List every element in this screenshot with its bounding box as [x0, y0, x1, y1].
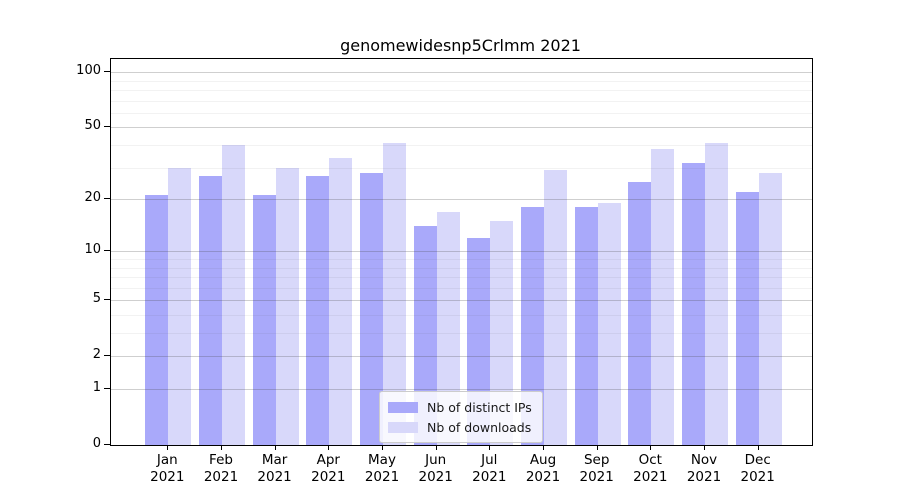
legend-swatch-distinct-ips	[388, 401, 418, 413]
grid-minor-line	[111, 267, 812, 269]
grid-minor-line	[111, 259, 812, 260]
y-tick-mark	[104, 299, 110, 301]
x-tick-label: Mar 2021	[257, 452, 292, 485]
grid-major-line	[111, 389, 812, 390]
x-tick-mark	[704, 445, 705, 450]
bar-distinct-ips	[682, 162, 705, 445]
bar-distinct-ips	[306, 175, 330, 445]
grid-minor-line	[111, 100, 812, 102]
grid-minor-line	[111, 90, 812, 92]
bar-distinct-ips	[252, 195, 276, 445]
x-tick-mark	[382, 445, 383, 450]
bar-downloads	[275, 167, 299, 445]
x-tick-label: Oct 2021	[633, 452, 668, 485]
y-tick-label: 100	[76, 63, 101, 79]
x-tick-mark	[757, 445, 759, 450]
bar-downloads	[383, 143, 406, 445]
y-tick-mark	[104, 71, 110, 73]
grid-minor-line	[111, 277, 812, 278]
bar-distinct-ips	[521, 207, 544, 445]
x-tick-label: Jan 2021	[150, 452, 185, 485]
y-tick-label: 2	[92, 347, 101, 363]
y-tick-label: 0	[92, 436, 101, 451]
grid-major-line	[111, 356, 812, 358]
x-tick-label: May 2021	[364, 452, 400, 485]
y-tick-mark	[104, 250, 110, 252]
bar-distinct-ips	[735, 191, 759, 445]
grid-major-line	[111, 72, 812, 74]
bar-distinct-ips	[628, 181, 652, 445]
x-tick-mark	[274, 445, 276, 450]
grid-minor-line	[111, 315, 812, 316]
x-tick-label: Aug 2021	[525, 452, 561, 485]
bar-downloads	[544, 170, 567, 445]
y-tick-label: 50	[84, 118, 101, 134]
y-tick-label: 20	[84, 190, 101, 206]
x-tick-label: Nov 2021	[686, 452, 722, 485]
y-tick-label: 10	[84, 242, 101, 258]
legend-label-distinct-ips: Nb of distinct IPs	[427, 399, 532, 415]
grid-minor-line	[111, 145, 812, 147]
x-tick-mark	[221, 445, 222, 450]
x-tick-label: Jun 2021	[418, 452, 453, 485]
grid-major-line	[111, 127, 812, 129]
x-tick-mark	[167, 445, 169, 450]
y-tick-mark	[104, 388, 110, 389]
y-tick-label: 5	[92, 291, 101, 307]
x-tick-label: Sep 2021	[579, 452, 614, 485]
x-tick-label: Feb 2021	[203, 452, 239, 485]
bar-downloads	[758, 173, 782, 445]
chart-title: genomewidesnp5Crlmm 2021	[340, 36, 581, 55]
legend: Nb of distinct IPs Nb of downloads	[379, 391, 543, 443]
legend-item-distinct-ips: Nb of distinct IPs	[388, 397, 532, 417]
plot-area: Nb of distinct IPs Nb of downloads	[110, 58, 813, 446]
bar-distinct-ips	[360, 173, 383, 445]
bar-downloads	[329, 157, 353, 445]
bar-downloads	[436, 211, 460, 445]
bar-downloads	[597, 203, 621, 445]
x-tick-mark	[435, 445, 437, 450]
grid-minor-line	[111, 287, 812, 289]
bar-distinct-ips	[413, 226, 437, 445]
grid-minor-line	[111, 113, 812, 114]
bar-downloads	[222, 145, 245, 445]
bar-downloads	[651, 149, 675, 445]
y-tick-mark	[104, 126, 110, 128]
grid-minor-line	[111, 167, 812, 169]
x-tick-mark	[328, 445, 330, 450]
grid-minor-line	[111, 80, 812, 82]
y-tick-label: 1	[92, 380, 101, 396]
bar-distinct-ips	[574, 207, 598, 445]
grid-major-line	[111, 251, 812, 253]
x-tick-mark	[489, 445, 491, 450]
grid-major-line	[111, 199, 812, 201]
y-tick-mark	[104, 355, 110, 357]
legend-item-downloads: Nb of downloads	[388, 417, 532, 437]
grid-major-line	[111, 300, 812, 302]
bar-distinct-ips	[145, 195, 169, 445]
bar-downloads	[168, 167, 192, 445]
legend-label-downloads: Nb of downloads	[427, 419, 532, 435]
grid-minor-line	[111, 333, 812, 334]
bar-downloads	[705, 143, 728, 445]
x-tick-label: Dec 2021	[740, 452, 775, 485]
legend-swatch-downloads	[388, 421, 418, 433]
bar-downloads	[490, 221, 514, 445]
x-tick-mark	[650, 445, 652, 450]
y-tick-mark	[104, 198, 110, 200]
y-tick-mark	[104, 444, 110, 445]
x-tick-label: Apr 2021	[311, 452, 346, 485]
x-tick-mark	[596, 445, 598, 450]
x-tick-mark	[543, 445, 544, 450]
bar-distinct-ips	[199, 175, 222, 445]
x-tick-label: Jul 2021	[472, 452, 507, 485]
